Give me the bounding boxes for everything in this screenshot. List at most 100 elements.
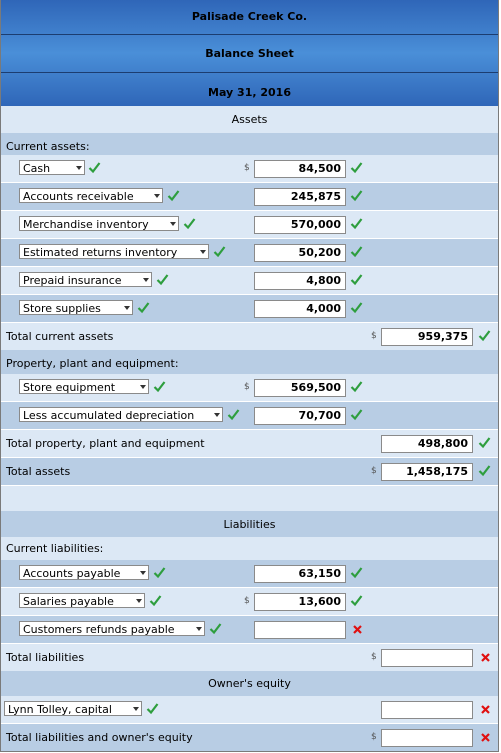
amount-input-store-equipment[interactable]: 569,500 — [254, 379, 346, 397]
check-icon — [478, 329, 491, 342]
asset-row-merchandise-inventory: Merchandise inventory 570,000 — [1, 211, 498, 238]
account-select-accounts-payable[interactable]: Accounts payable — [19, 565, 149, 580]
check-icon — [153, 380, 166, 393]
ppe-label: Property, plant and equipment: — [6, 357, 179, 370]
amount-input-salaries-payable[interactable]: 13,600 — [254, 593, 346, 611]
x-mark-icon — [480, 652, 491, 663]
check-icon — [183, 217, 196, 230]
liability-row-customers-refunds-payable: Customers refunds payable — [1, 616, 498, 643]
current-liabilities-label: Current liabilities: — [6, 542, 104, 555]
check-icon — [156, 273, 169, 286]
total-ppe-input[interactable]: 498,800 — [381, 435, 473, 453]
ppe-header-row: Property, plant and equipment: — [1, 350, 498, 377]
currency-symbol: $ — [244, 382, 250, 392]
account-select-prepaid-insurance[interactable]: Prepaid insurance — [19, 272, 152, 287]
current-assets-label: Current assets: — [6, 140, 90, 153]
liabilities-section-header: Liabilities — [1, 511, 498, 537]
chevron-down-icon — [154, 194, 160, 198]
chevron-down-icon — [124, 306, 130, 310]
check-icon — [213, 245, 226, 258]
amount-input-accounts-payable[interactable]: 63,150 — [254, 565, 346, 583]
currency-symbol: $ — [371, 652, 377, 662]
amount-input-capital[interactable] — [381, 701, 473, 719]
x-mark-icon — [352, 624, 363, 635]
total-liabilities-equity-input[interactable] — [381, 729, 473, 747]
amount-input-store-supplies[interactable]: 4,000 — [254, 300, 346, 318]
equity-row-capital: Lynn Tolley, capital — [1, 696, 498, 723]
company-name: Palisade Creek Co. — [191, 10, 308, 23]
amount-input-merchandise-inventory[interactable]: 570,000 — [254, 216, 346, 234]
check-icon — [350, 380, 363, 393]
check-icon — [350, 594, 363, 607]
account-select-estimated-returns-inventory[interactable]: Estimated returns inventory — [19, 244, 209, 259]
amount-input-accumulated-depreciation[interactable]: 70,700 — [254, 407, 346, 425]
statement-date: May 31, 2016 — [208, 86, 291, 99]
currency-symbol: $ — [244, 596, 250, 606]
currency-symbol: $ — [371, 732, 377, 742]
check-icon — [227, 408, 240, 421]
check-icon — [350, 566, 363, 579]
total-assets-input[interactable]: 1,458,175 — [381, 463, 473, 481]
asset-row-estimated-returns-inventory: Estimated returns inventory 50,200 — [1, 239, 498, 266]
total-liabilities-row: Total liabilities $ — [1, 644, 498, 671]
check-icon — [88, 161, 101, 174]
check-icon — [350, 161, 363, 174]
check-icon — [350, 273, 363, 286]
chevron-down-icon — [136, 599, 142, 603]
chevron-down-icon — [200, 250, 206, 254]
assets-heading: Assets — [231, 113, 268, 126]
amount-input-prepaid-insurance[interactable]: 4,800 — [254, 272, 346, 290]
chevron-down-icon — [214, 413, 220, 417]
total-current-assets-input[interactable]: 959,375 — [381, 328, 473, 346]
equity-heading: Owner's equity — [208, 677, 291, 690]
total-liabilities-equity-label: Total liabilities and owner's equity — [6, 731, 193, 744]
account-select-capital[interactable]: Lynn Tolley, capital — [4, 701, 142, 716]
asset-row-accounts-receivable: Accounts receivable 245,875 — [1, 183, 498, 210]
check-icon — [478, 436, 491, 449]
statement-title: Balance Sheet — [205, 47, 294, 60]
check-icon — [146, 702, 159, 715]
check-icon — [350, 217, 363, 230]
account-select-merchandise-inventory[interactable]: Merchandise inventory — [19, 216, 179, 231]
chevron-down-icon — [140, 571, 146, 575]
total-ppe-label: Total property, plant and equipment — [6, 437, 205, 450]
total-current-assets-row: Total current assets $ 959,375 — [1, 323, 498, 350]
assets-section-header: Assets — [1, 106, 498, 133]
account-select-accumulated-depreciation[interactable]: Less accumulated depreciation — [19, 407, 223, 422]
chevron-down-icon — [196, 627, 202, 631]
total-liabilities-input[interactable] — [381, 649, 473, 667]
check-icon — [350, 301, 363, 314]
amount-input-accounts-receivable[interactable]: 245,875 — [254, 188, 346, 206]
total-ppe-row: Total property, plant and equipment 498,… — [1, 430, 498, 457]
total-assets-label: Total assets — [6, 465, 71, 478]
total-liabilities-label: Total liabilities — [6, 651, 85, 664]
currency-symbol: $ — [244, 163, 250, 173]
account-select-store-equipment[interactable]: Store equipment — [19, 379, 149, 394]
current-liabilities-header-row: Current liabilities: — [1, 537, 498, 560]
asset-row-store-supplies: Store supplies 4,000 — [1, 295, 498, 322]
account-select-store-supplies[interactable]: Store supplies — [19, 300, 133, 315]
total-assets-row: Total assets $ 1,458,175 — [1, 458, 498, 485]
ppe-row-store-equipment: Store equipment $ 569,500 — [1, 374, 498, 401]
check-icon — [167, 189, 180, 202]
total-liabilities-equity-row: Total liabilities and owner's equity $ — [1, 724, 498, 751]
account-select-cash[interactable]: Cash — [19, 160, 85, 175]
equity-section-header: Owner's equity — [1, 671, 498, 696]
sheet-header: Palisade Creek Co. Balance Sheet May 31,… — [1, 0, 498, 107]
account-select-customers-refunds-payable[interactable]: Customers refunds payable — [19, 621, 205, 636]
amount-input-cash[interactable]: 84,500 — [254, 160, 346, 178]
chevron-down-icon — [76, 166, 82, 170]
x-mark-icon — [480, 704, 491, 715]
chevron-down-icon — [143, 278, 149, 282]
amount-input-estimated-returns-inventory[interactable]: 50,200 — [254, 244, 346, 262]
check-icon — [350, 408, 363, 421]
account-select-accounts-receivable[interactable]: Accounts receivable — [19, 188, 163, 203]
check-icon — [153, 566, 166, 579]
liabilities-heading: Liabilities — [223, 518, 276, 531]
check-icon — [478, 464, 491, 477]
amount-input-customers-refunds-payable[interactable] — [254, 621, 346, 639]
liability-row-salaries-payable: Salaries payable $ 13,600 — [1, 588, 498, 615]
account-select-salaries-payable[interactable]: Salaries payable — [19, 593, 145, 608]
check-icon — [209, 622, 222, 635]
